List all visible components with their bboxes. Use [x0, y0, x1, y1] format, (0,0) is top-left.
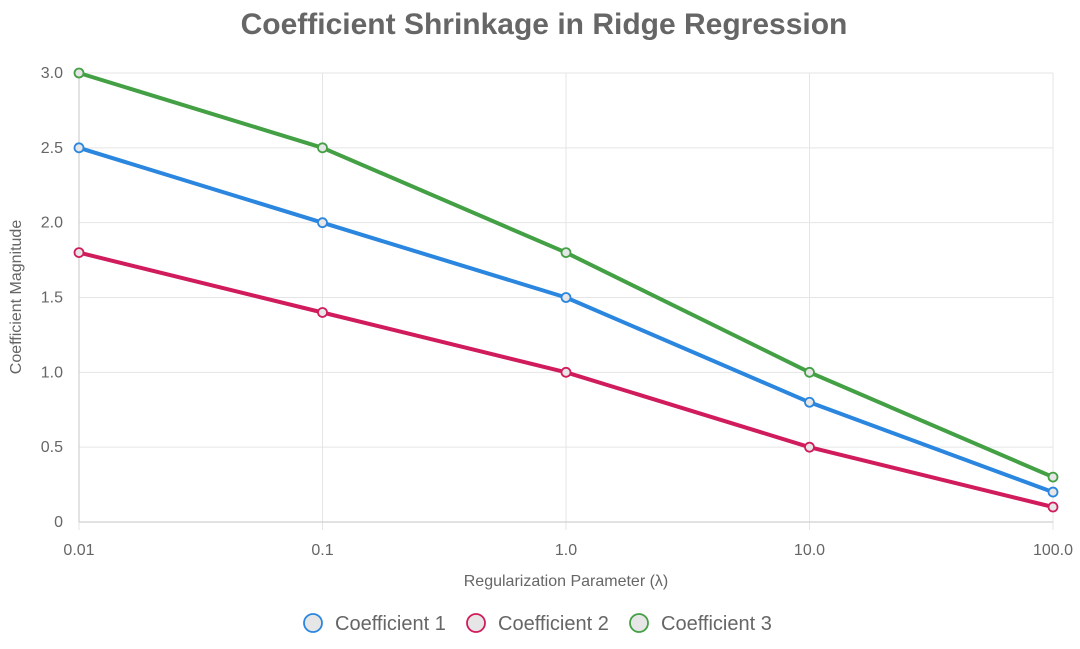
- data-point: [73, 247, 85, 259]
- legend-marker: [466, 613, 486, 633]
- data-point: [560, 366, 572, 378]
- series-layer: [73, 67, 1059, 513]
- legend: Coefficient 1 Coefficient 2 Coefficient 3: [303, 613, 772, 635]
- data-point: [560, 292, 572, 303]
- data-point: [1047, 471, 1059, 483]
- data-point: [317, 217, 328, 229]
- data-point: [1047, 501, 1059, 513]
- data-point: [1047, 486, 1059, 498]
- y-tick-label: 2.0: [41, 215, 63, 232]
- x-tick-label: 0.1: [311, 542, 333, 559]
- legend-marker: [629, 613, 649, 633]
- series-2: [73, 247, 1059, 513]
- y-tick-label: 1.5: [41, 290, 63, 307]
- legend-label: Coefficient 1: [335, 613, 446, 635]
- y-axis-label: Coefficient Magnitude: [8, 220, 25, 375]
- chart-title: Coefficient Shrinkage in Ridge Regressio…: [241, 8, 848, 41]
- legend-item: Coefficient 3: [629, 613, 772, 635]
- y-tick-label: 0.5: [41, 439, 63, 456]
- x-tick-label: 100.0: [1033, 542, 1073, 559]
- y-tick-label: 0: [54, 514, 63, 531]
- legend-item: Coefficient 1: [303, 613, 446, 635]
- data-point: [317, 307, 328, 318]
- data-point: [804, 441, 815, 453]
- x-tick-label: 0.01: [63, 542, 94, 559]
- axes: 0 0.5 1.0 1.5 2.0 2.5 3.0 0.01 0.1 1.0 10.0 100.0: [41, 65, 1073, 559]
- y-tick-label: 1.0: [41, 364, 63, 381]
- legend-label: Coefficient 2: [498, 613, 609, 635]
- x-tick-label: 10.0: [794, 542, 825, 559]
- data-point: [560, 247, 572, 259]
- series-1: [73, 142, 1059, 498]
- y-tick-label: 3.0: [41, 65, 63, 82]
- data-point: [804, 366, 815, 378]
- legend-label: Coefficient 3: [661, 613, 772, 635]
- data-point: [73, 142, 85, 154]
- x-axis-label: Regularization Parameter (λ): [464, 573, 669, 590]
- data-point: [317, 142, 328, 154]
- x-tick-label: 1.0: [555, 542, 577, 559]
- data-point: [804, 396, 815, 408]
- series-3: [73, 67, 1059, 483]
- y-tick-label: 2.5: [41, 140, 63, 157]
- data-point: [73, 67, 85, 79]
- legend-item: Coefficient 2: [466, 613, 609, 635]
- legend-marker: [303, 613, 323, 633]
